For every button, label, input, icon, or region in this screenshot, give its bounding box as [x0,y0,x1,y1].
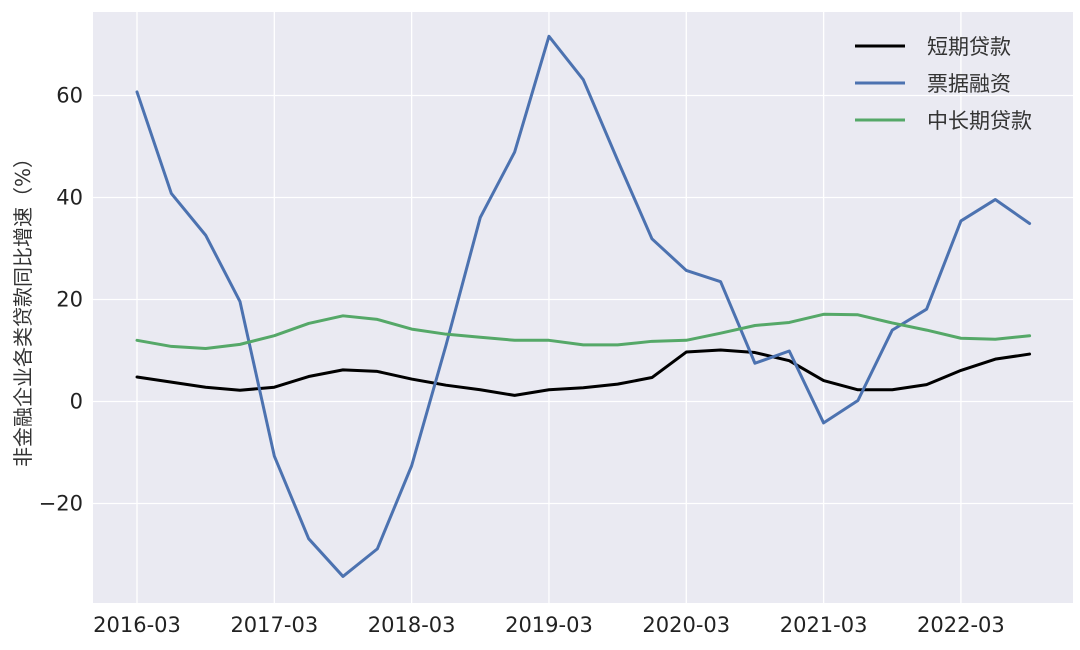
series-line-3 [135,312,1032,350]
x-tick-label: 2019-03 [505,613,593,637]
x-axis-ticks: 2016-03 2017-03 2018-03 2019-03 2020-03 2021-… [93,613,1005,637]
legend-label: 中长期贷款 [927,109,1032,133]
x-tick-label: 2016-03 [93,613,181,637]
legend-label: 票据融资 [927,72,1011,96]
x-tick-label: 2022-03 [917,613,1005,637]
x-tick-label: 2020-03 [642,613,730,637]
series-line-2 [135,34,1032,578]
y-tick-label: 40 [56,186,83,210]
y-tick-label: −20 [39,492,83,516]
x-tick-label: 2021-03 [780,613,868,637]
series-line-1 [135,348,1032,397]
x-tick-label: 2018-03 [368,613,456,637]
y-tick-label: 20 [56,288,83,312]
series-lines [135,34,1032,578]
y-tick-label: 0 [70,390,83,414]
grid-lines [93,12,1073,603]
y-tick-label: 60 [56,84,83,108]
legend-label: 短期贷款 [927,35,1011,59]
plot-area [93,12,1073,603]
x-tick-label: 2017-03 [230,613,318,637]
y-axis-ticks: −20 0 20 40 60 [39,84,83,516]
y-axis-label: 非金融企业各类贷款同比增速（%） [11,148,35,467]
